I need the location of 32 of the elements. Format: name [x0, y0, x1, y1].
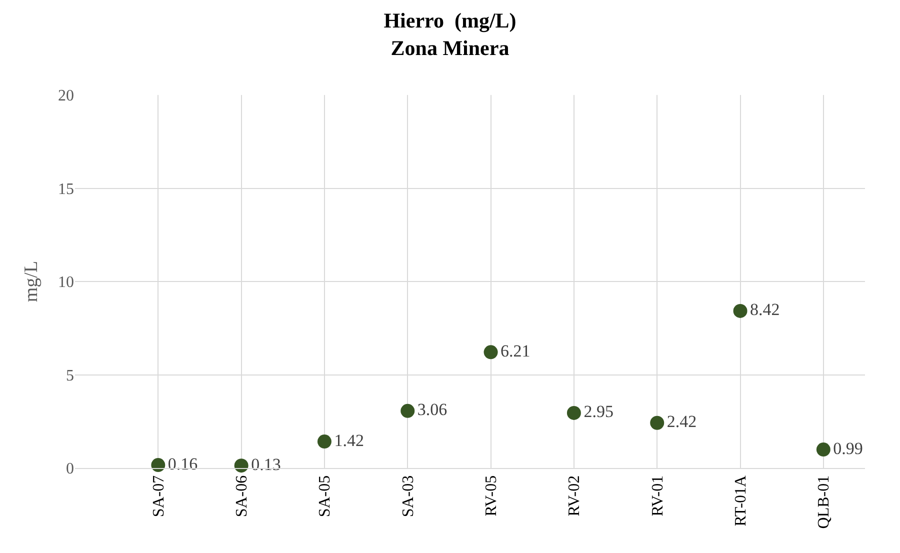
- y-axis-title: mg/L: [20, 260, 42, 302]
- x-tick-label: SA-03: [400, 475, 417, 518]
- x-tick-label: RV-05: [482, 475, 500, 516]
- x-tick-label: QLB-01: [816, 475, 833, 529]
- y-tick-label: 5: [66, 367, 74, 384]
- point: [484, 345, 498, 360]
- data-label: 2.42: [666, 412, 697, 432]
- data-label: 8.42: [750, 300, 780, 320]
- x-tick-label: SA-05: [316, 475, 334, 518]
- data-label: 0.99: [833, 438, 863, 458]
- y-tick-label: 0: [66, 460, 74, 478]
- x-tick-label: RV-01: [649, 475, 666, 516]
- point: [234, 458, 248, 473]
- y-tick-label: 15: [58, 180, 74, 198]
- point: [151, 458, 166, 472]
- data-label: 6.21: [500, 341, 530, 360]
- data-label: 3.06: [417, 400, 448, 420]
- data-label: 1.42: [334, 430, 364, 450]
- x-tick-label: RT-01A: [732, 474, 750, 526]
- point: [400, 404, 415, 418]
- point: [816, 442, 830, 457]
- data-label: 2.95: [584, 402, 614, 422]
- point: [650, 416, 664, 430]
- point: [733, 304, 748, 318]
- x-tick-label: SA-06: [234, 475, 251, 518]
- y-tick-label: 20: [58, 88, 74, 105]
- x-tick-label: RV-02: [566, 475, 584, 516]
- point: [317, 434, 332, 449]
- point: [566, 406, 581, 420]
- x-tick-label: SA-07: [150, 475, 168, 518]
- chart-title: Hierro (mg/L) Zona Minera: [384, 8, 516, 60]
- y-tick-label: 10: [58, 274, 74, 292]
